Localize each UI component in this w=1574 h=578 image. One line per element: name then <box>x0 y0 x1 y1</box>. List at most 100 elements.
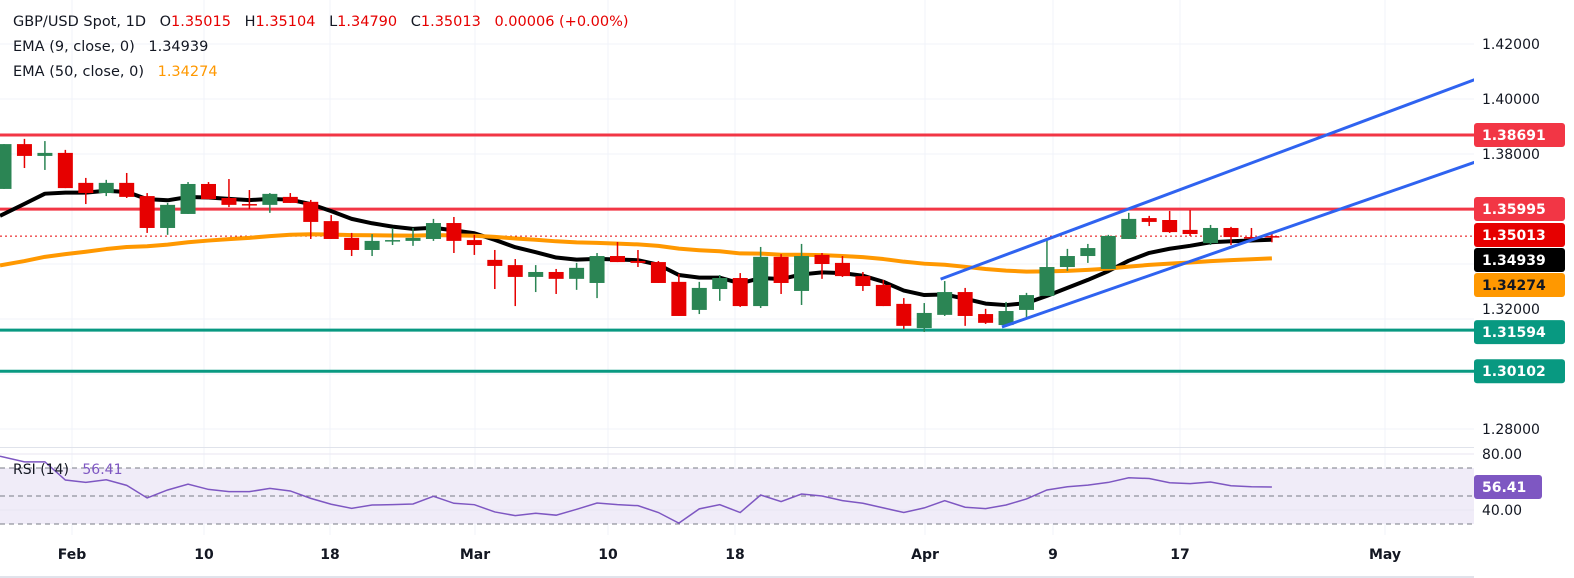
time-tick-label: Mar <box>460 547 490 563</box>
close-value: 1.35013 <box>420 14 481 30</box>
candle-down <box>814 254 830 264</box>
candle-down <box>1162 220 1178 233</box>
rsi-tick-label: 80.00 <box>1482 447 1522 463</box>
ema9-legend[interactable]: EMA (9, close, 0) 1.34939 <box>13 39 208 55</box>
level-1-35995-tag-label: 1.35995 <box>1482 202 1546 218</box>
time-tick-label: 18 <box>725 547 744 563</box>
price-tick-label: 1.38000 <box>1482 147 1540 163</box>
last-price-tag <box>1474 223 1565 247</box>
candle-up <box>937 292 953 315</box>
candle-down <box>119 182 135 197</box>
rsi-label: RSI (14) <box>13 462 69 478</box>
time-tick-label: 10 <box>598 547 618 563</box>
candle-up <box>589 256 605 283</box>
candle-up <box>425 223 441 239</box>
candle-up <box>364 240 380 250</box>
rsi-legend[interactable]: RSI (14) 56.41 <box>13 462 122 478</box>
candle-down <box>773 256 789 283</box>
time-tick-label: 18 <box>320 547 339 563</box>
ema9-value-tag <box>1474 248 1565 272</box>
channel-upper-line <box>940 71 1494 281</box>
candle-up <box>1039 267 1055 296</box>
candle-down <box>1182 229 1198 235</box>
time-tick-label: Feb <box>58 547 87 563</box>
candle-up <box>998 311 1014 326</box>
low-label: L <box>329 14 338 30</box>
candles <box>0 138 1280 332</box>
candle-up <box>1121 218 1137 239</box>
candle-up <box>180 183 196 214</box>
price-tick-label: 1.42000 <box>1482 37 1540 53</box>
candle-down <box>487 259 503 266</box>
time-tick-label: 9 <box>1048 547 1058 563</box>
ema9-label: EMA (9, close, 0) <box>13 39 135 55</box>
candle-down <box>732 278 748 307</box>
ema50-value: 1.34274 <box>157 64 218 80</box>
ema50-value-tag-label: 1.34274 <box>1482 278 1546 294</box>
candle-up <box>405 237 421 241</box>
symbol-title[interactable]: GBP/USD Spot, 1D <box>13 14 146 30</box>
ema-50-line <box>0 232 1272 274</box>
candle-down <box>1223 227 1239 238</box>
ema50-value-tag <box>1474 273 1565 297</box>
level-1-38691-tag <box>1474 122 1565 147</box>
candle-down <box>139 196 155 228</box>
rsi-value-tag-label: 56.41 <box>1482 480 1526 496</box>
candle-down <box>855 276 871 286</box>
candle-up <box>37 152 53 156</box>
candle-up <box>794 256 810 291</box>
candle-down <box>671 281 687 316</box>
open-label: O <box>159 14 172 30</box>
rsi-pane <box>0 453 1474 525</box>
candle-down <box>507 265 523 277</box>
candle-up <box>98 182 114 194</box>
candle-up <box>160 204 176 228</box>
candle-down <box>221 198 237 205</box>
price-tick-label: 1.28000 <box>1482 422 1540 438</box>
candle-up <box>691 287 707 310</box>
close-label: C <box>410 14 421 30</box>
candle-up <box>916 312 932 329</box>
low-value: 1.34790 <box>337 14 398 30</box>
candle-down <box>610 256 625 263</box>
candle-up <box>569 267 585 279</box>
candle-down <box>303 201 319 222</box>
candle-down <box>630 260 646 263</box>
candle-down <box>834 262 850 277</box>
candle-up <box>1019 295 1034 310</box>
candle-up <box>1203 227 1219 244</box>
time-tick-label: 17 <box>1170 547 1189 563</box>
time-tick-label: May <box>1369 547 1401 563</box>
open-value: 1.35015 <box>171 14 231 30</box>
candle-up <box>262 193 278 205</box>
level-1-31594-tag-label: 1.31594 <box>1482 325 1546 341</box>
candle-up <box>0 144 12 189</box>
candle-down <box>1243 237 1259 239</box>
candle-down <box>78 182 94 194</box>
candle-down <box>978 314 994 323</box>
ema50-legend[interactable]: EMA (50, close, 0) 1.34274 <box>13 64 218 80</box>
symbol-legend: GBP/USD Spot, 1D O1.35015 H1.35104 L1.34… <box>13 14 629 30</box>
candle-down <box>896 303 912 326</box>
candle-down <box>446 223 462 241</box>
change-value: 0.00006 (+0.00%) <box>494 14 629 30</box>
level-1-30102-tag-label: 1.30102 <box>1482 364 1546 380</box>
candle-down <box>241 204 257 206</box>
candle-down <box>344 237 360 250</box>
candle-down <box>1264 236 1280 238</box>
candle-down <box>650 262 666 283</box>
candle-up <box>753 256 769 307</box>
rsi-value: 56.41 <box>82 462 123 478</box>
candle-down <box>282 196 298 203</box>
rsi-tick-label: 40.00 <box>1482 503 1522 519</box>
channel-lower-line <box>1001 154 1494 329</box>
high-label: H <box>244 14 256 30</box>
candle-down <box>466 240 482 246</box>
candle-down <box>875 284 891 307</box>
time-axis[interactable]: Feb 10 18 Mar 10 18 Apr 9 17 May <box>58 547 1401 563</box>
candle-up <box>1059 256 1075 268</box>
rsi-line <box>0 455 1272 525</box>
price-axis[interactable]: 1.42000 1.40000 1.38000 1.32000 1.28000 80.00… <box>1474 0 1574 578</box>
trend-channel[interactable] <box>940 71 1494 329</box>
